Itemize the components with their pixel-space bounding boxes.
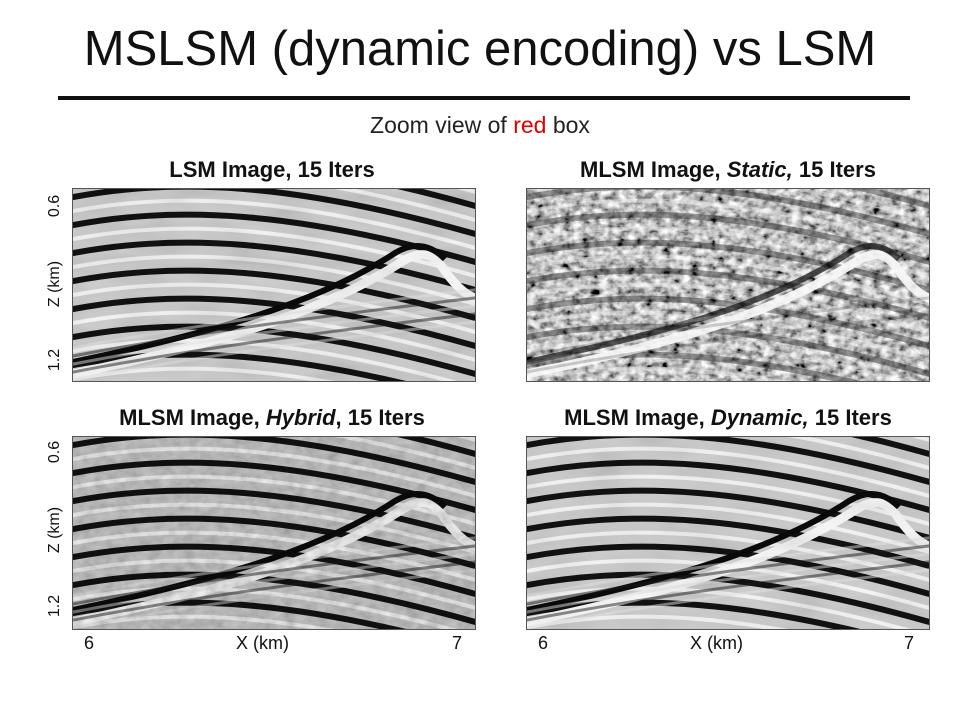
reflector-band xyxy=(527,338,912,381)
subtitle-highlight: red xyxy=(513,112,547,138)
x-axis-label-left: X (km) xyxy=(236,633,289,653)
seismic-svg-static xyxy=(527,189,929,381)
subtitle-prefix: Zoom view of xyxy=(370,112,514,138)
seismic-svg-lsm xyxy=(73,189,475,381)
seismic-svg-dynamic xyxy=(527,437,929,629)
reflector-band xyxy=(527,351,861,381)
panel-title-dynamic: MLSM Image, Dynamic, 15 Iters xyxy=(564,405,892,430)
z-bottom-label-lower: 1.2 xyxy=(46,594,63,618)
seismic-image-dynamic xyxy=(526,436,930,630)
reflector-band xyxy=(527,267,929,322)
seismic-image-static xyxy=(526,188,930,382)
subtitle-suffix: box xyxy=(546,112,590,138)
lower-layer xyxy=(527,320,929,381)
x-axis-label-right: X (km) xyxy=(690,633,743,653)
panel-title-hybrid: MLSM Image, Hybrid, 15 Iters xyxy=(119,405,425,430)
reflector-band xyxy=(527,198,929,250)
lower-layer xyxy=(527,304,929,366)
z-top-label-upper: 0.6 xyxy=(46,194,63,218)
subtitle: Zoom view of red box xyxy=(0,110,960,140)
main-reflector xyxy=(527,250,929,379)
slide-title: MSLSM (dynamic encoding) vs LSM xyxy=(83,22,877,76)
x-left-label-right: 6 xyxy=(538,633,549,653)
seismic-image-hybrid xyxy=(72,436,476,630)
lower-layer xyxy=(527,312,929,374)
z-top-label-lower: 0.6 xyxy=(46,440,63,464)
reflector-band xyxy=(851,189,929,210)
lower-layer xyxy=(527,296,929,358)
reflector-band xyxy=(527,282,929,334)
reflectors xyxy=(527,189,929,381)
reflector-band xyxy=(527,366,789,381)
z-axis-label-lower: Z (km) xyxy=(46,506,63,554)
reflector-band xyxy=(527,295,929,350)
seismic-svg-hybrid xyxy=(73,437,475,629)
panel-title-lsm: LSM Image, 15 Iters xyxy=(169,157,375,182)
reflector-band xyxy=(527,189,929,238)
reflector-band xyxy=(788,189,929,222)
seismic-image-lsm xyxy=(72,188,476,382)
lower-layer xyxy=(527,288,929,350)
panel-title-static: MLSM Image, Static, 15 Iters xyxy=(580,157,876,182)
z-axis-label-upper: Z (km) xyxy=(46,260,63,308)
reflector-band xyxy=(527,239,929,294)
z-bottom-label-upper: 1.2 xyxy=(46,348,63,372)
reflector-band xyxy=(527,310,929,362)
main-reflector-shadow xyxy=(527,242,902,366)
title-underline xyxy=(58,96,910,100)
reflector-band xyxy=(527,226,929,278)
x-right-label-left: 7 xyxy=(452,633,463,653)
reflector-band xyxy=(527,254,929,306)
x-left-label-left: 6 xyxy=(84,633,95,653)
x-right-label-right: 7 xyxy=(904,633,915,653)
